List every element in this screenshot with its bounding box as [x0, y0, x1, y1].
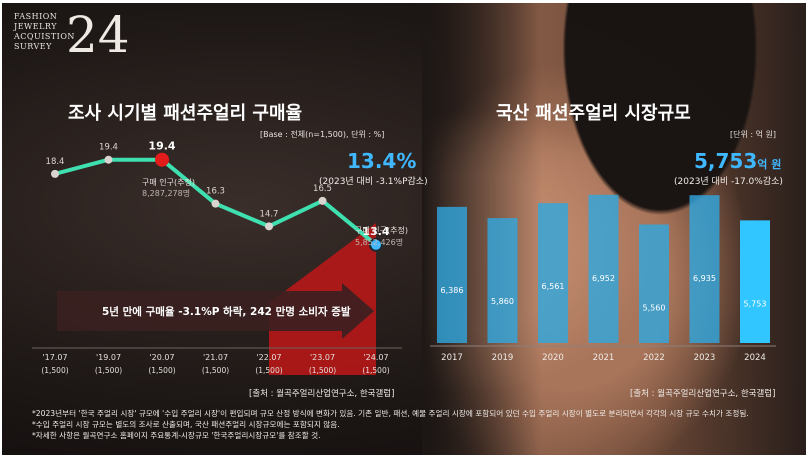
bar-value-label: 6,561	[542, 282, 565, 291]
x-sample-label: (1,500)	[148, 366, 175, 375]
left-source: [출처 : 월곡주얼리산업연구소, 한국갤럽]	[249, 389, 395, 399]
footnote: *수입 주얼리 시장 규모는 별도의 조사로 산출되며, 국산 패션주얼리 시장…	[32, 420, 340, 429]
bar-value-label: 6,935	[693, 274, 716, 283]
x-sample-label: (1,500)	[255, 366, 282, 375]
infographic: FASHION JEWELRY ACQUISTION SURVEY 24 조사 …	[2, 3, 806, 455]
charts-svg: 5년 만에 구매율 -3.1%P 하락, 242 만명 소비자 증발 18.4 '1…	[32, 140, 776, 375]
data-label: 19.4	[148, 140, 175, 153]
left-highlight-note: (2023년 대비 -3.1%P감소)	[319, 177, 428, 187]
x-tick-label: '22.07	[256, 353, 281, 362]
callout-value: 5,852,426명	[355, 237, 403, 247]
callout-label: 구매 인구(추정)	[142, 177, 195, 187]
data-label: 19.4	[99, 143, 118, 153]
market-size-bar	[588, 194, 619, 343]
data-point	[211, 199, 220, 208]
left-base-note: [Base : 전체(n=1,500), 단위 : %]	[260, 130, 385, 139]
market-size-bar	[689, 195, 720, 343]
data-point	[104, 155, 113, 164]
x-sample-label: (1,500)	[202, 366, 229, 375]
data-point	[318, 196, 327, 205]
market-size-bar	[538, 203, 568, 343]
data-label: 18.4	[46, 157, 65, 167]
footnote: *2023년부터 '한국 주얼리 시장' 규모에 '수입 주얼리 시장'이 편입…	[32, 409, 749, 418]
left-highlight-value: 13.4%	[347, 149, 417, 173]
logo-line: ACQUISTION	[14, 32, 75, 41]
bar-value-label: 6,952	[592, 274, 615, 283]
x-tick-label: 2022	[643, 353, 665, 363]
bar-value-label: 6,386	[441, 286, 464, 295]
right-source: [출처 : 월곡주얼리산업연구소, 한국갤럽]	[630, 389, 776, 399]
data-label: 14.7	[260, 209, 279, 219]
left-chart-title: 조사 시기별 패션주얼리 구매율	[68, 103, 303, 124]
data-point	[369, 237, 383, 252]
x-sample-label: (1,500)	[309, 366, 336, 375]
x-sample-label: (1,500)	[362, 366, 389, 375]
callout-label: 구매 인구(추정)	[355, 225, 408, 235]
x-tick-label: '19.07	[96, 353, 121, 362]
x-tick-label: '20.07	[149, 353, 174, 362]
data-label: 16.3	[206, 187, 225, 197]
x-tick-label: '21.07	[203, 353, 228, 362]
data-label: 13.4	[362, 225, 389, 238]
data-point	[155, 152, 169, 167]
market-size-bar	[437, 206, 467, 343]
bar-value-label: 5,560	[643, 303, 666, 312]
right-highlight-number: 5,753	[694, 149, 758, 173]
x-tick-label: 2019	[492, 353, 514, 363]
x-tick-label: '17.07	[42, 353, 67, 362]
x-tick-label: 2024	[744, 353, 766, 363]
right-chart-title: 국산 패션주얼리 시장규모	[496, 103, 691, 124]
data-label: 16.5	[313, 184, 332, 194]
x-tick-label: 2023	[694, 353, 716, 363]
logo-line: JEWELRY	[14, 22, 57, 31]
survey-logo: FASHION JEWELRY ACQUISTION SURVEY 24	[14, 6, 130, 64]
right-highlight-note: (2023년 대비 -17.0%감소)	[674, 177, 783, 187]
logo-line: SURVEY	[14, 42, 52, 51]
x-tick-label: 2021	[593, 353, 615, 363]
footnotes: *2023년부터 '한국 주얼리 시장' 규모에 '수입 주얼리 시장'이 편입…	[32, 408, 749, 441]
market-size-bar	[487, 218, 518, 343]
market-size-bar	[639, 224, 669, 343]
arrow-text: 5년 만에 구매율 -3.1%P 하락, 242 만명 소비자 증발	[102, 305, 351, 318]
x-tick-label: '23.07	[310, 353, 335, 362]
data-point	[265, 222, 273, 231]
market-size-bar	[740, 220, 770, 343]
right-highlight-value: 5,753억 원	[694, 149, 781, 173]
x-tick-label: 2020	[542, 353, 564, 363]
bar-value-label: 5,860	[491, 297, 514, 306]
data-point	[51, 169, 59, 178]
decline-arrow	[57, 283, 374, 339]
logo-number: 24	[66, 6, 130, 64]
right-highlight-unit: 억 원	[757, 158, 782, 171]
x-tick-label: '24.07	[363, 353, 388, 362]
footnote: *자세한 사항은 월곡연구소 홈페이지 주요통계-시장규모 '한국주얼리시장규모…	[32, 431, 321, 440]
x-sample-label: (1,500)	[95, 366, 122, 375]
logo-line: FASHION	[14, 12, 58, 21]
right-unit-note: [단위 : 억 원]	[730, 130, 777, 139]
x-sample-label: (1,500)	[41, 366, 68, 375]
x-tick-label: 2017	[441, 353, 463, 363]
bar-value-label: 5,753	[744, 299, 767, 308]
callout-value: 8,287,278명	[142, 188, 190, 198]
